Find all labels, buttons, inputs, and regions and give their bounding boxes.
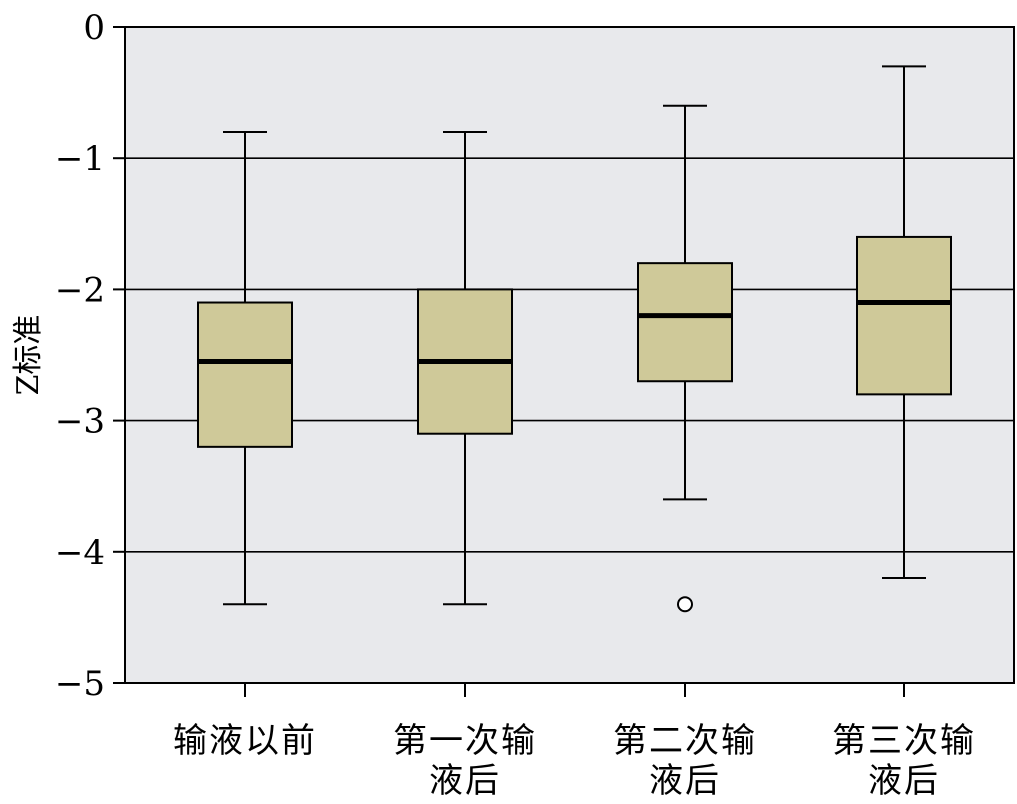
y-tick-label: −5	[55, 664, 105, 704]
box-group	[417, 130, 513, 606]
box-iqr	[856, 235, 952, 396]
y-tick-label: −3	[55, 402, 105, 442]
box-iqr	[197, 301, 293, 448]
x-tick-label: 液后	[429, 761, 501, 801]
x-tick-label: 第三次输	[832, 721, 976, 761]
box-iqr	[637, 262, 733, 383]
box-group	[637, 104, 733, 613]
y-tick-label: 0	[83, 8, 105, 48]
y-tick-label: −1	[55, 139, 105, 179]
box-group	[197, 130, 293, 606]
x-tick-label: 液后	[868, 761, 940, 801]
outlier-point	[677, 596, 693, 613]
y-tick-label: −2	[55, 270, 105, 310]
y-axis: 0 −1 −2 −3 −4 −5	[55, 8, 125, 704]
x-tick-label: 液后	[649, 761, 721, 801]
y-tick-label: −4	[55, 533, 105, 573]
x-tick-label: 第一次输	[393, 721, 537, 761]
plot-frame	[124, 26, 1015, 684]
box-group	[856, 65, 952, 580]
y-axis-title: Z标准	[11, 315, 46, 396]
x-tick-label: 输液以前	[173, 721, 317, 761]
boxes-layer	[197, 65, 952, 613]
x-tick-label: 第二次输	[613, 721, 757, 761]
